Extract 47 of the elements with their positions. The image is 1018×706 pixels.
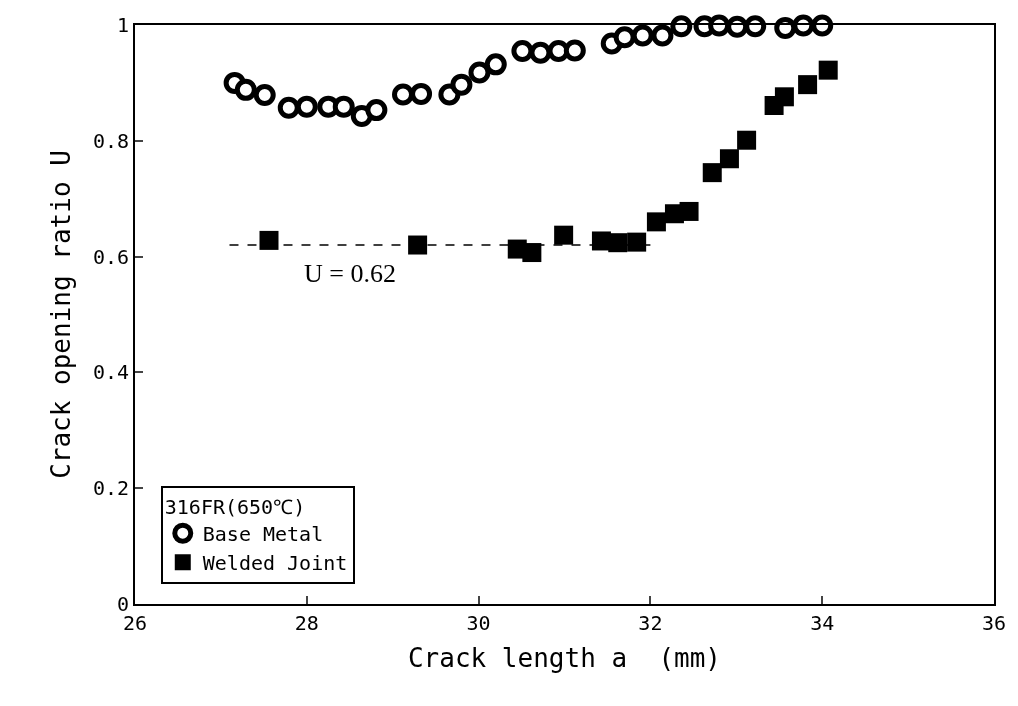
point bbox=[627, 232, 647, 252]
x-tick-label: 30 bbox=[466, 611, 491, 635]
point bbox=[719, 149, 739, 169]
annotation: U = 0.62 bbox=[304, 259, 396, 288]
point bbox=[277, 96, 300, 119]
point bbox=[651, 24, 674, 47]
point bbox=[450, 73, 473, 96]
point bbox=[295, 95, 318, 118]
point bbox=[679, 201, 699, 221]
point bbox=[798, 75, 818, 95]
point bbox=[631, 24, 654, 47]
y-axis-title: Crack opening ratio U bbox=[45, 150, 76, 479]
point bbox=[608, 233, 628, 253]
y-tick-label: 0.6 bbox=[92, 244, 129, 269]
point bbox=[522, 243, 542, 263]
point bbox=[253, 84, 276, 107]
point bbox=[554, 225, 574, 245]
point bbox=[563, 39, 586, 62]
point bbox=[332, 95, 355, 118]
x-tick-label: 32 bbox=[638, 611, 663, 635]
point bbox=[410, 82, 433, 105]
point bbox=[468, 61, 491, 84]
y-tick-label: 0.4 bbox=[92, 360, 129, 385]
point bbox=[234, 78, 257, 101]
point bbox=[392, 83, 415, 106]
point bbox=[484, 53, 507, 76]
point bbox=[511, 40, 534, 63]
point bbox=[818, 60, 838, 80]
legend-label: Base Metal bbox=[202, 522, 324, 547]
legend-title: 316FR(650℃) bbox=[164, 494, 306, 519]
x-tick-label: 34 bbox=[810, 611, 835, 635]
point bbox=[774, 87, 794, 107]
y-tick-label: 0.8 bbox=[92, 128, 129, 153]
point bbox=[613, 26, 636, 49]
x-tick-label: 28 bbox=[294, 611, 319, 635]
point bbox=[529, 41, 552, 64]
point bbox=[259, 230, 279, 250]
legend-label: Welded Joint bbox=[202, 551, 348, 576]
point bbox=[702, 163, 722, 183]
y-tick-label: 0.2 bbox=[92, 476, 129, 501]
x-tick-label: 36 bbox=[981, 611, 1007, 635]
point bbox=[408, 235, 428, 255]
point bbox=[646, 212, 666, 232]
y-tick-label: 1 bbox=[116, 13, 129, 37]
point bbox=[365, 99, 388, 122]
x-axis-title: Crack length a (mm) bbox=[407, 643, 722, 674]
point bbox=[737, 130, 757, 150]
